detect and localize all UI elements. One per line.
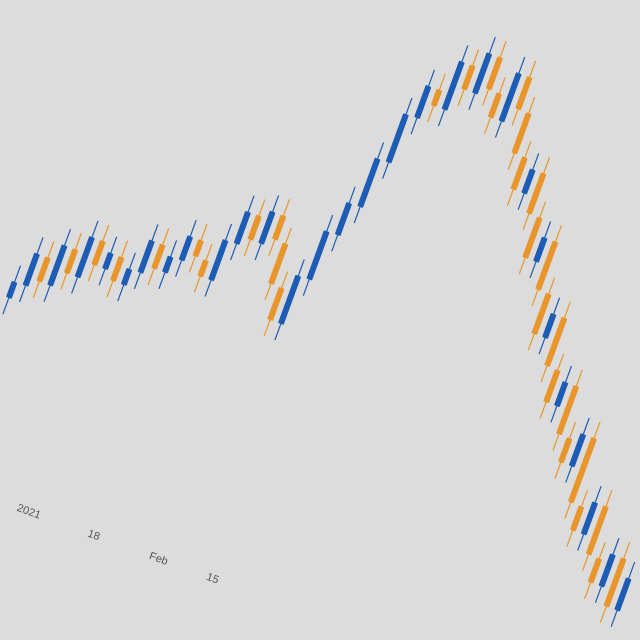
candle-body: [278, 274, 301, 325]
candle-body: [533, 236, 548, 263]
x-tick-label: 15: [205, 571, 221, 586]
candle-body: [587, 557, 602, 584]
candle-body: [558, 437, 573, 464]
candle-body: [542, 313, 557, 339]
candle-body: [233, 211, 251, 245]
candle-body: [585, 505, 609, 556]
candle-body: [556, 385, 579, 436]
candle-body: [357, 157, 381, 208]
candle-body: [74, 236, 95, 279]
candle-body: [335, 202, 352, 236]
candle-body: [36, 256, 51, 283]
candle-body: [544, 317, 568, 367]
candle-body: [521, 168, 536, 195]
candle-body: [522, 216, 543, 259]
candle-body: [267, 287, 285, 321]
candle-body: [306, 230, 330, 281]
candle-body: [22, 252, 40, 287]
candle-body: [461, 64, 476, 91]
candle-body: [91, 240, 106, 266]
candle-body: [515, 76, 533, 111]
candle-body: [531, 293, 552, 335]
candle-body: [554, 381, 569, 407]
candle-body: [414, 85, 432, 119]
candle-body: [498, 72, 522, 123]
candle-body: [535, 240, 559, 291]
candle-body: [64, 248, 78, 275]
candle-body: [268, 242, 289, 285]
candle-body: [441, 60, 465, 111]
candle-body: [385, 113, 409, 164]
candle-body: [580, 501, 598, 536]
candle-body: [569, 433, 586, 468]
x-tick-label: 18: [86, 528, 102, 543]
candle-body: [47, 244, 68, 287]
candle-body: [431, 89, 442, 107]
candle-body: [162, 255, 174, 274]
candle-body: [272, 214, 287, 241]
candle-body: [137, 239, 155, 274]
candle-body: [258, 210, 276, 245]
candle-body: [487, 92, 502, 119]
candle-body: [178, 235, 193, 262]
candle-body: [485, 56, 503, 91]
candle-body: [247, 214, 262, 241]
candle-body: [526, 172, 547, 215]
candle-body: [192, 239, 204, 258]
candle-body: [151, 243, 166, 270]
candle-body: [197, 259, 209, 278]
candle-body: [511, 112, 532, 155]
candle-body: [110, 256, 125, 282]
candle-body: [614, 577, 632, 612]
candle-body: [510, 156, 528, 191]
candle-body: [603, 557, 627, 608]
candle-body: [472, 52, 492, 95]
candle-body: [543, 369, 561, 404]
candle-body: [6, 281, 18, 299]
candle-body: [102, 252, 114, 270]
candle-body: [598, 553, 616, 588]
candle-body: [121, 268, 133, 286]
candle-body: [208, 239, 229, 282]
candle-body: [570, 505, 585, 532]
candle-body: [568, 437, 597, 504]
